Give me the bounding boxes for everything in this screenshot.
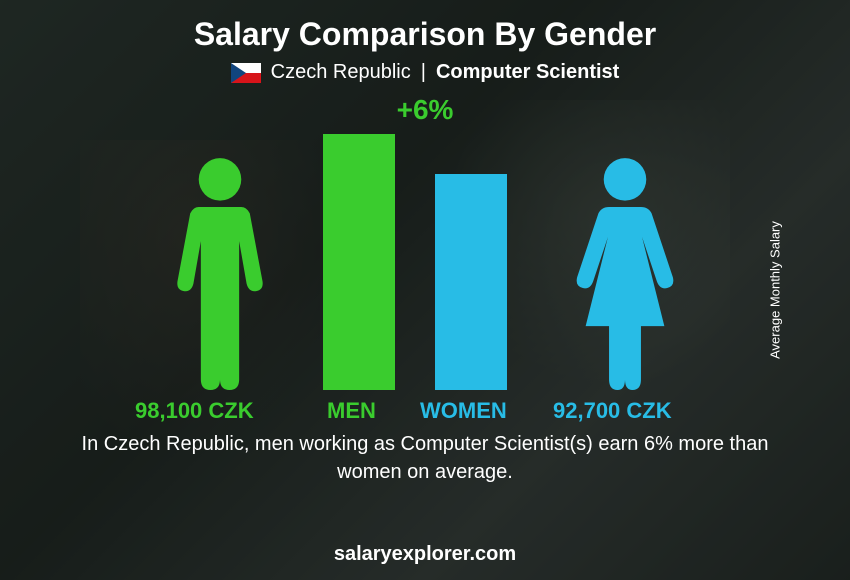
men-label: MEN — [327, 398, 376, 424]
content-container: Salary Comparison By Gender Czech Republ… — [0, 0, 850, 580]
y-axis-label: Average Monthly Salary — [768, 221, 783, 359]
country-label: Czech Republic — [271, 61, 411, 84]
subtitle-row: Czech Republic | Computer Scientist — [231, 61, 620, 84]
women-label: WOMEN — [420, 398, 507, 424]
men-salary-label: 98,100 CZK — [135, 398, 254, 424]
page-title: Salary Comparison By Gender — [194, 16, 656, 53]
job-label: Computer Scientist — [436, 61, 619, 84]
women-bar — [435, 174, 507, 390]
separator: | — [421, 61, 426, 84]
women-salary-label: 92,700 CZK — [553, 398, 672, 424]
czech-flag-icon — [231, 63, 261, 83]
description-text: In Czech Republic, men working as Comput… — [65, 430, 785, 486]
men-bar — [323, 134, 395, 390]
delta-label: +6% — [397, 94, 454, 126]
chart-area: +6% 98,100 CZK MEN WOMEN 92,700 CZK — [75, 94, 775, 424]
male-person-icon — [165, 156, 275, 390]
source-label: salaryexplorer.com — [334, 543, 516, 566]
female-person-icon — [565, 156, 685, 390]
